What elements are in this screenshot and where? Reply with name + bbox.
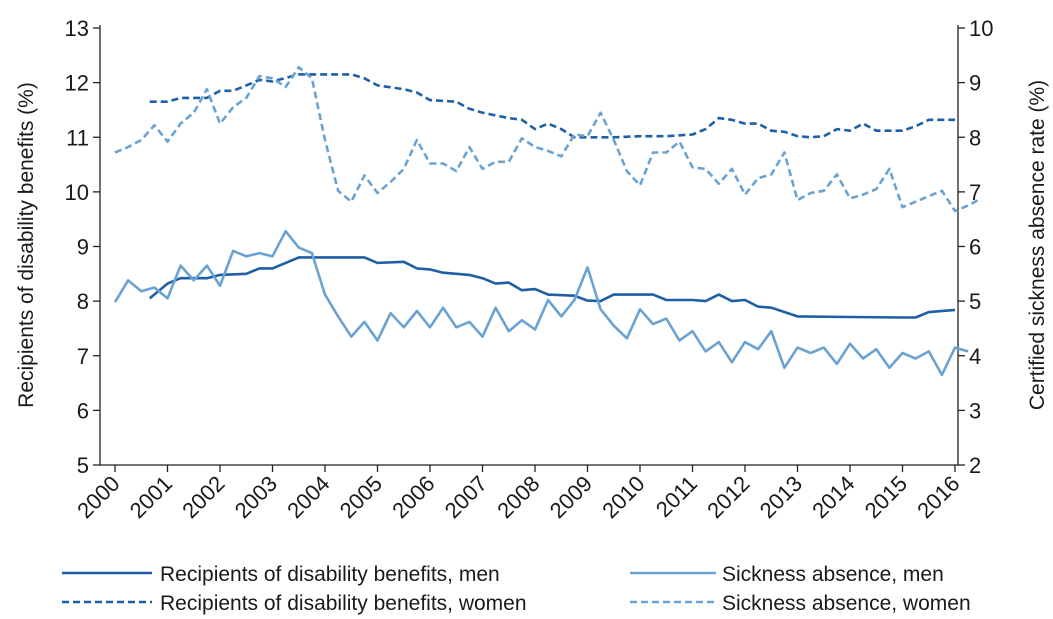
y-right-tick-label: 2: [969, 453, 981, 478]
x-tick-label: 2016: [912, 471, 964, 523]
legend-label: Recipients of disability benefits, men: [160, 563, 500, 586]
legend: Recipients of disability benefits, men Re…: [62, 563, 971, 615]
y-axis-left-label: Recipients of disability benefits (%): [15, 82, 38, 408]
legend-label: Recipients of disability benefits, women: [160, 592, 527, 615]
legend-label: Sickness absence, women: [722, 592, 971, 615]
x-tick-label: 2009: [545, 471, 597, 523]
legend-label: Sickness absence, men: [722, 563, 944, 586]
y-right-tick-label: 3: [969, 398, 981, 423]
series-line-1: [148, 256, 956, 319]
series-line-2: [149, 73, 955, 139]
x-tick-label: 2008: [492, 471, 544, 523]
y-right-tick-label: 5: [969, 289, 981, 314]
y-left-tick-label: 7: [77, 344, 89, 369]
y-right-tick-label: 9: [969, 71, 981, 96]
y-left-tick-label: 8: [77, 289, 89, 314]
y-left-tick-label: 5: [77, 453, 89, 478]
x-tick-label: 2005: [335, 471, 387, 523]
y-left-tick-label: 12: [65, 71, 89, 96]
y-left-tick-label: 11: [66, 125, 89, 150]
y-left-tick-label: 9: [77, 235, 89, 260]
series-line-3: [113, 229, 969, 377]
x-tick-label: 2011: [651, 471, 702, 522]
x-tick-label: 2006: [387, 471, 439, 523]
axes: [99, 25, 959, 466]
x-tick-label: 2013: [755, 471, 807, 523]
series-line-4: [114, 66, 982, 213]
x-tick-label: 2012: [702, 471, 754, 523]
x-tick-label: 2010: [597, 471, 649, 523]
x-tick-label: 2000: [72, 471, 124, 523]
y-right-tick-label: 4: [969, 344, 981, 369]
x-tick-label: 2007: [440, 471, 492, 523]
y-right-tick-label: 6: [969, 235, 981, 260]
axis-frame: [99, 25, 959, 466]
x-tick-label: 2004: [282, 471, 334, 523]
y-axis-right-label: Certified sickness absence rate (%): [1026, 80, 1049, 410]
x-tick-label: 2001: [125, 471, 177, 523]
y-right-tick-label: 10: [969, 16, 993, 41]
y-left-tick-label: 13: [65, 16, 89, 41]
x-tick-label: 2015: [860, 471, 912, 523]
y-left-tick-label: 10: [65, 180, 89, 205]
y-left-tick-label: 6: [77, 398, 89, 423]
x-tick-label: 2014: [807, 471, 859, 523]
x-tick-label: 2003: [230, 471, 282, 523]
x-tick-label: 2002: [177, 471, 229, 523]
y-right-tick-label: 7: [969, 180, 981, 205]
series-lines: [113, 66, 982, 377]
y-right-tick-label: 8: [969, 125, 981, 150]
